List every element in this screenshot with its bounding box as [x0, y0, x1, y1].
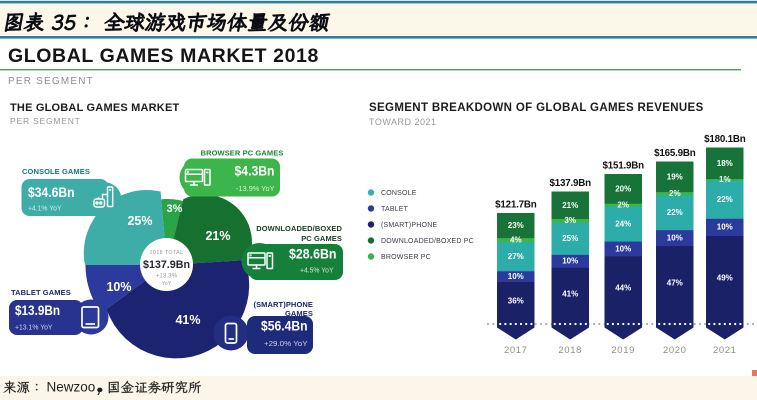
svg-text:21%: 21% [205, 229, 230, 243]
svg-text:PC GAMES: PC GAMES [301, 234, 342, 243]
svg-text:23%: 23% [508, 221, 524, 230]
svg-text:2017: 2017 [504, 345, 528, 356]
svg-text:21%: 21% [562, 201, 578, 210]
svg-text:25%: 25% [562, 234, 578, 243]
svg-text:24%: 24% [615, 219, 631, 228]
svg-text:GAMES: GAMES [285, 309, 313, 318]
svg-text:$137.9Bn: $137.9Bn [143, 259, 190, 271]
svg-text:20%: 20% [615, 184, 631, 193]
svg-text:2%: 2% [669, 189, 681, 198]
svg-text:47%: 47% [667, 279, 683, 288]
svg-text:+4.5% YoY: +4.5% YoY [300, 268, 334, 275]
svg-text:$165.9Bn: $165.9Bn [654, 148, 696, 159]
svg-text:+13.3%: +13.3% [156, 273, 178, 280]
svg-text:DOWNLOADED/BOXED: DOWNLOADED/BOXED [256, 224, 342, 233]
svg-text:$13.9Bn: $13.9Bn [15, 302, 60, 318]
svg-text:25%: 25% [127, 214, 152, 228]
svg-text:GLOBAL GAMES MARKET 2018: GLOBAL GAMES MARKET 2018 [8, 45, 319, 67]
svg-text:-13.9% YoY: -13.9% YoY [236, 186, 275, 193]
svg-text:PER SEGMENT: PER SEGMENT [10, 116, 81, 126]
svg-text:+29.0% YoY: +29.0% YoY [264, 341, 308, 348]
svg-text:22%: 22% [717, 195, 733, 204]
svg-text:(SMART)PHONE: (SMART)PHONE [381, 222, 437, 229]
svg-text:2018: 2018 [558, 345, 582, 356]
svg-text:$28.6Bn: $28.6Bn [289, 246, 337, 262]
svg-text:3%: 3% [167, 203, 183, 215]
svg-text:18%: 18% [717, 159, 733, 168]
svg-text:41%: 41% [562, 290, 578, 299]
svg-text:SEGMENT BREAKDOWN OF GLOBAL GA: SEGMENT BREAKDOWN OF GLOBAL GAMES REVENU… [369, 102, 704, 114]
svg-text:22%: 22% [667, 208, 683, 217]
svg-text:DOWNLOADED/BOXED PC: DOWNLOADED/BOXED PC [381, 238, 474, 245]
svg-text:3%: 3% [564, 216, 576, 225]
svg-text:2%: 2% [617, 201, 629, 210]
svg-text:$137.9Bn: $137.9Bn [549, 178, 591, 189]
svg-text:(SMART)PHONE: (SMART)PHONE [253, 300, 313, 309]
svg-text:YoY: YoY [162, 281, 172, 287]
svg-text:49%: 49% [717, 274, 733, 283]
svg-text:10%: 10% [615, 244, 631, 253]
svg-text:$180.1Bn: $180.1Bn [704, 134, 746, 145]
svg-text:BROWSER PC GAMES: BROWSER PC GAMES [201, 149, 284, 158]
svg-text:10%: 10% [106, 280, 131, 294]
svg-text:2020: 2020 [663, 345, 687, 356]
svg-text:$4.3Bn: $4.3Bn [235, 163, 275, 179]
svg-text:TABLET GAMES: TABLET GAMES [11, 288, 71, 297]
svg-text:19%: 19% [667, 172, 683, 181]
svg-text:1%: 1% [719, 175, 731, 184]
svg-text:CONSOLE: CONSOLE [381, 190, 417, 197]
svg-text:2018 TOTAL: 2018 TOTAL [150, 250, 184, 256]
svg-text:TABLET: TABLET [381, 206, 409, 213]
svg-text:THE GLOBAL GAMES MARKET: THE GLOBAL GAMES MARKET [10, 102, 179, 114]
svg-text:$34.6Bn: $34.6Bn [28, 184, 75, 200]
svg-text:44%: 44% [615, 284, 631, 293]
svg-text:36%: 36% [508, 297, 524, 306]
svg-text:10%: 10% [667, 233, 683, 242]
svg-text:10%: 10% [562, 257, 578, 266]
svg-text:2021: 2021 [713, 345, 737, 356]
svg-text:27%: 27% [508, 252, 524, 261]
svg-text:$151.9Bn: $151.9Bn [602, 161, 644, 172]
svg-text:4%: 4% [510, 236, 522, 245]
svg-text:TOWARD 2021: TOWARD 2021 [369, 117, 437, 127]
svg-text:PER SEGMENT: PER SEGMENT [8, 76, 94, 87]
svg-text:+13.1% YoY: +13.1% YoY [15, 325, 53, 332]
svg-text:41%: 41% [175, 313, 200, 327]
svg-text:$121.7Bn: $121.7Bn [495, 200, 537, 211]
svg-text:10%: 10% [717, 223, 733, 232]
svg-text:Newzoo: Newzoo [47, 380, 96, 395]
svg-text:BROWSER PC: BROWSER PC [381, 254, 431, 261]
svg-text:+4.1% YoY: +4.1% YoY [28, 206, 62, 213]
svg-text:CONSOLE GAMES: CONSOLE GAMES [22, 167, 90, 176]
svg-text:10%: 10% [508, 272, 524, 281]
svg-text:$56.4Bn: $56.4Bn [261, 318, 308, 334]
svg-text:2019: 2019 [611, 345, 635, 356]
